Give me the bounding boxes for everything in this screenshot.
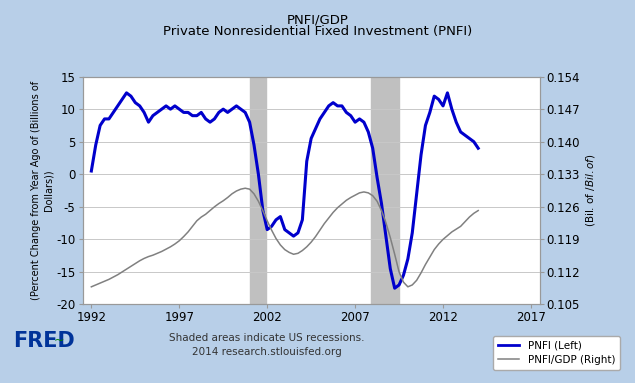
Y-axis label: (Bil. of $/Bil. of $): (Bil. of $/Bil. of $) [584, 154, 598, 228]
Text: ~: ~ [54, 334, 65, 347]
Text: Shaded areas indicate US recessions.
2014 research.stlouisfed.org: Shaded areas indicate US recessions. 201… [169, 333, 364, 357]
Bar [371, 77, 399, 304]
Bar [250, 77, 266, 304]
Legend: PNFI (Left), PNFI/GDP (Right): PNFI (Left), PNFI/GDP (Right) [493, 336, 620, 370]
Text: FRED: FRED [13, 331, 74, 351]
Text: PNFI/GDP: PNFI/GDP [286, 13, 349, 26]
Text: Private Nonresidential Fixed Investment (PNFI): Private Nonresidential Fixed Investment … [163, 25, 472, 38]
Y-axis label: (Percent Change from Year Ago of (Billions of
Dollars)): (Percent Change from Year Ago of (Billio… [31, 81, 53, 300]
